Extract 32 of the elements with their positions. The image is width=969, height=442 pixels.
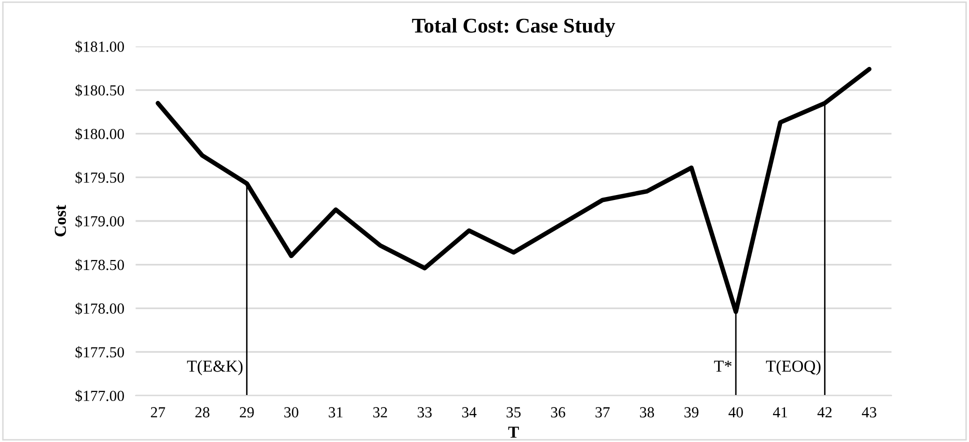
x-tick-label: 41 xyxy=(772,407,788,418)
x-tick-label: 38 xyxy=(640,407,654,418)
y-tick-label: $180.00 xyxy=(76,128,124,140)
x-tick-label: 29 xyxy=(240,407,254,418)
x-tick-label: 42 xyxy=(817,407,832,418)
ref-line-label: T(E&K) xyxy=(187,360,243,376)
x-tick-label: 34 xyxy=(462,407,477,418)
x-tick-label: 43 xyxy=(862,407,876,418)
x-tick-label: 33 xyxy=(418,407,432,418)
x-tick-label: 36 xyxy=(551,407,566,418)
x-tick-label: 27 xyxy=(150,407,166,418)
x-tick-label: 32 xyxy=(373,407,387,418)
ref-line-label: T(EOQ) xyxy=(766,360,821,376)
x-tick-label: 40 xyxy=(728,407,743,418)
y-tick-label: $181.00 xyxy=(76,40,124,53)
y-tick-label: $179.50 xyxy=(76,172,124,184)
x-tick-label: 30 xyxy=(284,407,298,418)
ref-line-label: T* xyxy=(714,360,732,372)
x-tick-label: 37 xyxy=(596,407,610,418)
y-tick-label: $178.00 xyxy=(76,302,124,315)
y-tick-label: $180.50 xyxy=(76,84,124,97)
x-tick-label: 35 xyxy=(506,407,521,418)
x-axis-title: T xyxy=(508,426,519,438)
x-tick-label: 28 xyxy=(195,407,210,418)
y-tick-label: $177.50 xyxy=(76,346,124,358)
y-tick-label: $179.00 xyxy=(76,215,124,228)
y-axis-title: Cost xyxy=(54,204,66,236)
y-tick-label: $177.00 xyxy=(76,390,124,402)
chart-title: Total Cost: Case Study xyxy=(412,18,616,38)
x-tick-label: 31 xyxy=(328,407,342,418)
x-tick-label: 39 xyxy=(684,407,698,418)
y-tick-label: $178.50 xyxy=(76,258,124,272)
